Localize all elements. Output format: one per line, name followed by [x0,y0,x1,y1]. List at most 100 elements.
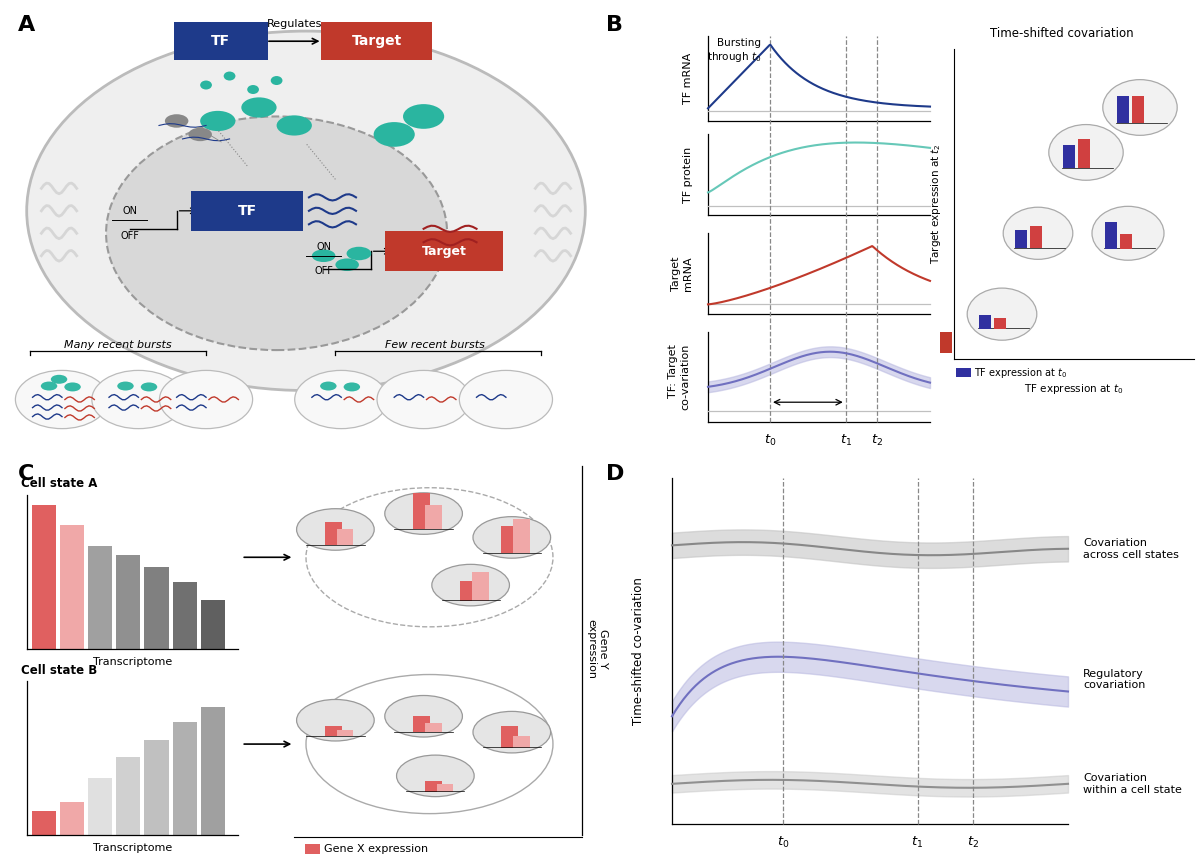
Text: ON: ON [316,242,331,251]
FancyBboxPatch shape [88,546,113,649]
Ellipse shape [200,111,235,131]
FancyBboxPatch shape [425,505,442,530]
Ellipse shape [16,371,108,429]
FancyBboxPatch shape [502,726,518,748]
Text: Gene X expression: Gene X expression [324,844,427,854]
Text: TF expression at $t_0$: TF expression at $t_0$ [1025,382,1123,396]
FancyBboxPatch shape [336,529,354,545]
Text: OFF: OFF [314,266,334,276]
Ellipse shape [140,383,157,391]
Ellipse shape [164,114,188,128]
FancyBboxPatch shape [306,844,319,854]
Text: $t_2$: $t_2$ [871,433,883,448]
FancyBboxPatch shape [173,722,197,835]
Text: Cell state B: Cell state B [20,664,97,677]
Text: OFF: OFF [120,231,139,240]
Circle shape [200,80,212,90]
Circle shape [1003,207,1073,259]
Ellipse shape [50,375,67,384]
Ellipse shape [296,700,374,741]
Ellipse shape [65,383,80,391]
FancyBboxPatch shape [116,555,140,649]
FancyBboxPatch shape [336,730,354,736]
Circle shape [223,72,235,80]
FancyBboxPatch shape [425,781,442,791]
Ellipse shape [92,371,185,429]
FancyBboxPatch shape [995,318,1007,329]
Text: Regulatory
covariation: Regulatory covariation [1084,669,1145,690]
FancyBboxPatch shape [60,524,84,649]
FancyBboxPatch shape [461,581,478,600]
Ellipse shape [347,247,371,260]
FancyBboxPatch shape [116,757,140,835]
FancyBboxPatch shape [1015,230,1026,248]
FancyBboxPatch shape [144,567,169,649]
FancyBboxPatch shape [173,582,197,649]
Ellipse shape [241,98,277,118]
Ellipse shape [473,711,551,753]
Text: Time-shifted covariation: Time-shifted covariation [990,27,1134,40]
Text: ON: ON [122,206,137,216]
Text: $t_0$: $t_0$ [764,433,776,448]
FancyBboxPatch shape [941,332,953,353]
Text: B: B [606,16,623,35]
FancyBboxPatch shape [472,572,488,600]
Text: $t_1$: $t_1$ [912,835,924,850]
Circle shape [1092,206,1164,260]
Ellipse shape [188,128,212,141]
Text: D: D [606,464,624,484]
FancyBboxPatch shape [200,707,226,835]
Ellipse shape [385,492,462,534]
Ellipse shape [343,383,360,391]
FancyBboxPatch shape [512,736,530,748]
Ellipse shape [377,371,470,429]
Text: Covariation
across cell states: Covariation across cell states [1084,538,1178,560]
Text: Transcriptome: Transcriptome [92,657,172,667]
Ellipse shape [396,755,474,797]
Ellipse shape [460,371,552,429]
Ellipse shape [277,116,312,136]
Text: TF protein: TF protein [683,147,694,203]
FancyBboxPatch shape [1063,145,1075,168]
FancyBboxPatch shape [1116,96,1128,124]
Ellipse shape [106,117,448,350]
Text: C: C [18,464,35,484]
Ellipse shape [373,122,415,147]
Text: $t_0$: $t_0$ [776,835,790,850]
Text: Cell state A: Cell state A [20,477,97,490]
Ellipse shape [473,517,551,558]
FancyBboxPatch shape [191,191,304,231]
FancyBboxPatch shape [320,22,432,60]
Ellipse shape [160,371,253,429]
FancyBboxPatch shape [512,519,530,553]
Text: Transcriptome: Transcriptome [92,843,172,854]
FancyBboxPatch shape [1133,96,1145,124]
Text: A: A [18,16,35,35]
Text: TF mRNA: TF mRNA [683,53,694,104]
FancyBboxPatch shape [413,716,430,732]
FancyBboxPatch shape [144,740,169,835]
FancyBboxPatch shape [325,522,342,545]
FancyBboxPatch shape [1030,226,1042,248]
Text: Target expression at $t_2$: Target expression at $t_2$ [929,143,943,264]
FancyBboxPatch shape [1079,139,1091,168]
Ellipse shape [41,382,58,391]
FancyBboxPatch shape [385,231,503,271]
FancyBboxPatch shape [1121,234,1133,249]
Text: Time-shifted co-variation: Time-shifted co-variation [632,577,646,725]
Ellipse shape [118,382,133,391]
Text: Gene Y
expression: Gene Y expression [587,619,608,679]
Ellipse shape [26,31,586,391]
Text: Target
mRNA: Target mRNA [672,257,694,291]
Text: TF expression at $t_0$: TF expression at $t_0$ [974,365,1067,379]
Ellipse shape [296,509,374,550]
FancyBboxPatch shape [425,723,442,732]
Circle shape [1103,79,1177,136]
Text: $t_2$: $t_2$ [967,835,979,850]
Circle shape [967,288,1037,340]
FancyBboxPatch shape [1104,221,1116,249]
Circle shape [271,76,282,85]
Ellipse shape [385,696,462,737]
Circle shape [247,85,259,94]
Text: TF: Target
co-variation: TF: Target co-variation [668,344,690,410]
